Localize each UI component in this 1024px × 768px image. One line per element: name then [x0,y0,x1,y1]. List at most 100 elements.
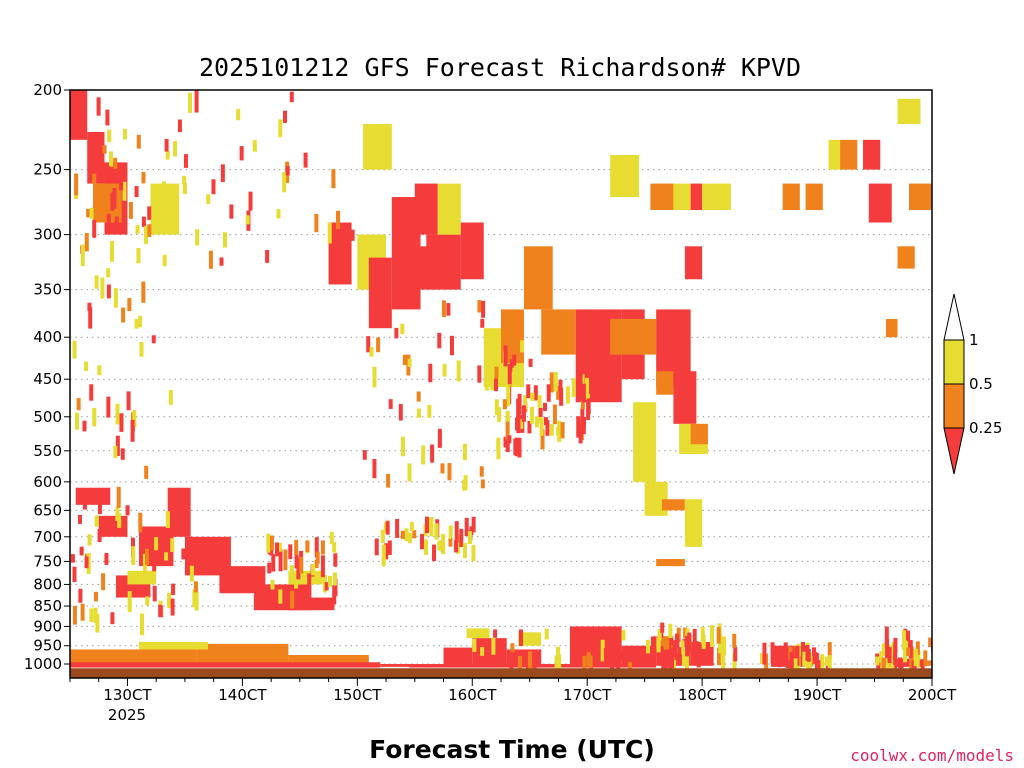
ri-cell-orange [523,246,553,310]
ri-speck [270,579,275,590]
ri-speck [462,443,467,461]
ri-cell-red [506,649,542,665]
ri-speck [141,171,146,184]
ri-speck [84,361,89,371]
ri-speck [311,563,316,576]
ri-cell-orange [196,643,289,666]
ri-speck [777,647,782,658]
ri-speck [526,384,531,399]
ri-speck [119,413,124,432]
ri-speck [252,140,257,152]
ri-speck [908,640,913,658]
ri-speck [327,575,332,587]
ri-speck [400,323,405,335]
y-tick-label: 250 [33,161,62,179]
ri-speck [481,300,486,318]
ri-speck [672,659,677,675]
ri-speck [493,629,498,638]
ri-speck [128,202,133,219]
ri-speck [576,416,581,438]
y-tick-label: 700 [33,528,62,546]
ri-speck [283,110,288,123]
ri-speck [576,386,581,397]
ri-speck [195,229,200,246]
ri-cell-orange [886,318,898,338]
ri-speck [515,417,520,431]
ri-speck [459,528,464,548]
ri-speck [285,166,290,176]
ri-speck [879,650,884,663]
ri-speck [785,656,790,669]
ri-speck [369,346,374,357]
ri-speck [168,389,173,405]
ri-speck [138,315,143,328]
ri-speck [683,627,688,639]
ri-cell-red [288,597,335,611]
ri-speck [329,531,334,545]
ri-speck [266,533,271,553]
ri-cell-red [368,257,392,329]
ri-speck [580,400,585,410]
ri-speck [126,391,131,411]
ri-speck [76,398,81,411]
ri-speck [621,629,626,641]
ri-speck [271,554,276,572]
ri-speck [87,302,92,311]
y-tick-label: 350 [33,281,62,299]
ri-speck [672,640,677,657]
y-tick-label: 400 [33,328,62,346]
ri-speck [400,530,405,539]
ri-speck [139,341,144,357]
x-tick-label: 180CT [678,686,727,704]
ri-speck [229,204,234,219]
y-axis: 200 250 300 350 400 450 500 550 600 650 700 750 800 8… [24,81,70,673]
ri-speck [144,465,149,479]
ri-speck [512,367,517,379]
ri-speck [581,416,586,429]
ri-speck [496,646,501,655]
ri-speck [505,417,510,440]
ri-cell-yellow [828,139,841,170]
ri-speck [412,530,417,539]
ri-speck [549,372,554,393]
ri-cell-yellow [437,183,461,235]
y-tick-label: 950 [33,637,62,655]
x-tick-label: 140CT [218,686,267,704]
ri-speck [154,537,159,551]
ri-speck [127,298,132,312]
ri-speck [282,172,287,193]
ri-speck [507,435,512,444]
ri-speck [471,544,476,562]
ri-speck [507,364,512,385]
ri-speck [585,377,590,399]
y-tick-label: 500 [33,408,62,426]
ri-speck [376,337,381,353]
ri-speck [113,157,118,170]
ri-speck [463,475,468,491]
ri-speck [89,608,94,622]
credit-link[interactable]: coolwx.com/models [850,746,1014,765]
ri-speck [510,643,515,653]
y-tick-label: 300 [33,226,62,244]
ri-speck [646,639,651,654]
ri-speck [170,598,175,616]
ri-speck [429,516,434,537]
ri-speck [404,528,409,541]
ri-cell-yellow [127,570,157,585]
ri-speck [115,403,120,425]
ri-cell-orange [909,183,932,211]
ri-speck [782,651,787,663]
ri-speck [657,629,662,641]
ri-speck [388,399,393,409]
ri-speck [236,108,241,121]
y-tick-label: 550 [33,442,62,460]
ri-speck [906,647,911,657]
ri-speck [687,632,692,651]
ri-speck [454,540,459,553]
ri-cell-orange [840,139,858,170]
ri-cell-yellow [897,98,921,124]
ri-speck [527,651,532,673]
ri-speck [288,544,293,560]
ri-speck [289,565,294,585]
ri-speck [890,658,895,672]
